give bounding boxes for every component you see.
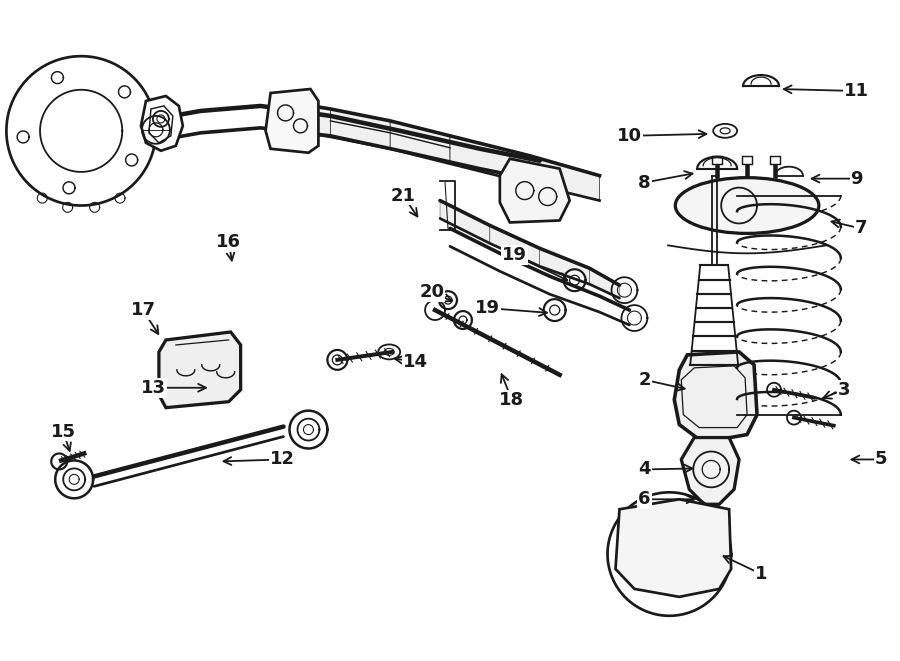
Polygon shape [767,383,781,397]
Text: 20: 20 [419,283,445,301]
Text: 12: 12 [270,450,295,469]
Text: 10: 10 [616,127,642,145]
Ellipse shape [720,128,730,134]
Polygon shape [743,75,779,86]
Polygon shape [706,360,724,440]
Text: 3: 3 [838,381,850,399]
Polygon shape [563,269,586,291]
Text: 9: 9 [850,170,863,188]
Text: 2: 2 [638,371,651,389]
Text: 15: 15 [50,422,76,441]
Polygon shape [490,225,540,266]
Polygon shape [500,159,570,223]
Ellipse shape [384,348,394,356]
Text: 1: 1 [755,565,768,583]
Text: 16: 16 [216,233,241,251]
Ellipse shape [713,124,737,137]
Polygon shape [440,200,490,243]
Polygon shape [330,109,391,149]
Polygon shape [439,291,457,309]
Text: 21: 21 [391,186,416,204]
Polygon shape [266,89,319,153]
Polygon shape [674,352,757,440]
Text: 18: 18 [500,391,525,408]
Polygon shape [616,499,731,597]
Polygon shape [328,350,347,370]
Polygon shape [141,96,183,151]
Polygon shape [540,249,590,284]
Text: 19: 19 [475,299,500,317]
Polygon shape [590,268,619,298]
Polygon shape [681,438,739,504]
Polygon shape [544,299,565,321]
Polygon shape [698,157,737,169]
Polygon shape [693,451,729,487]
Text: 4: 4 [638,461,651,479]
Polygon shape [51,453,68,469]
Text: 11: 11 [844,82,869,100]
Text: 8: 8 [638,174,651,192]
Text: 6: 6 [638,490,651,508]
Bar [712,156,722,164]
Text: 13: 13 [141,379,166,397]
Polygon shape [281,101,330,137]
Text: 14: 14 [402,353,428,371]
Text: 19: 19 [502,247,527,264]
Polygon shape [530,156,599,200]
Ellipse shape [378,344,400,360]
Text: 5: 5 [875,450,886,469]
Polygon shape [148,106,173,143]
Polygon shape [787,410,801,424]
Polygon shape [454,311,472,329]
Bar [770,156,780,164]
Text: 7: 7 [854,219,867,237]
Text: 17: 17 [130,301,156,319]
Polygon shape [159,332,240,408]
Polygon shape [55,461,93,498]
Ellipse shape [675,178,819,233]
Polygon shape [775,167,803,176]
Polygon shape [425,300,445,320]
Polygon shape [290,410,328,449]
Polygon shape [681,366,747,428]
Polygon shape [391,121,450,164]
Bar [742,156,752,164]
Polygon shape [450,136,530,184]
